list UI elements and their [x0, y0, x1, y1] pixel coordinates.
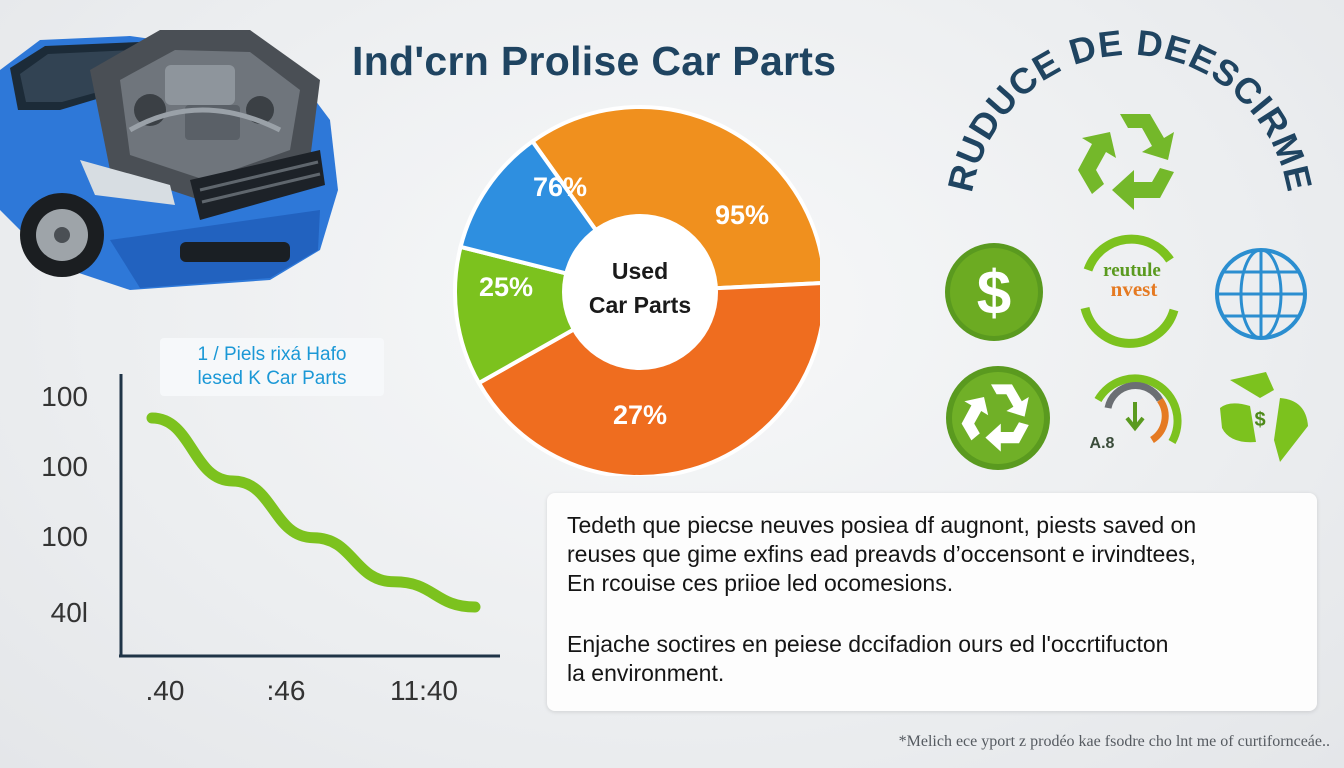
slice-label-25: 25% — [479, 272, 533, 302]
donut-center-label-1: Used — [612, 258, 668, 284]
leaf-dollar-icon: $ — [1220, 372, 1308, 462]
badge-line-1: 1 / Piels rixá Hafo — [197, 344, 347, 365]
invest-line-1: reutule — [1103, 260, 1161, 281]
donut-chart: Used Car Parts 76% 95% 27% 25% — [453, 105, 820, 476]
x-tick-label: :46 — [267, 675, 306, 706]
invest-badge-icon: reutule nvest — [1080, 234, 1179, 348]
recycle-arrows-icon — [1078, 114, 1174, 210]
y-tick-label: 40l — [51, 597, 88, 628]
x-tick-label: 11:40 — [390, 675, 458, 706]
leaf-dollar-sign: $ — [1254, 409, 1265, 431]
slice-label-27: 27% — [613, 400, 667, 430]
donut-center-label-2: Car Parts — [589, 292, 691, 318]
line-chart: 100 100 100 40l .40 :46 11:40 — [41, 374, 500, 706]
icon-grid: $ reutule nvest A.8 $ — [945, 234, 1308, 470]
y-tick-label: 100 — [41, 521, 88, 552]
donut-slice-1 — [476, 281, 820, 476]
car-illustration — [0, 30, 338, 290]
x-tick-label: .40 — [146, 675, 185, 706]
invest-line-2: nvest — [1111, 277, 1158, 301]
gauge-label: A.8 — [1090, 435, 1115, 452]
panel-line: Enjache soctires en peiese dccifadion ou… — [567, 631, 1169, 657]
panel-line: la environment. — [567, 660, 725, 686]
slice-label-95: 95% — [715, 200, 769, 230]
text-panel: Tedeth que piecse neuves posiea df augno… — [547, 493, 1317, 711]
panel-line: reuses que gime exfins ead preavds d’occ… — [567, 541, 1197, 567]
page-title: Ind'crn Prolise Car Parts — [352, 38, 837, 84]
panel-para-1: Tedeth que piecse neuves posiea df augno… — [567, 511, 1297, 598]
line-chart-badge: 1 / Piels rixá Hafo lesed K Car Parts — [160, 338, 384, 396]
y-tick-label: 100 — [41, 451, 88, 482]
panel-line: Tedeth que piecse neuves posiea df augno… — [567, 512, 1197, 538]
dollar-coin-icon: $ — [945, 243, 1043, 341]
arc-title-text: RUDUCE DE DEESCIRME — [939, 22, 1320, 196]
gauge-icon: A.8 — [1090, 374, 1182, 452]
badge-line-2: lesed K Car Parts — [197, 368, 347, 389]
series-line — [146, 412, 481, 613]
recycle-coin-icon — [946, 366, 1050, 470]
dollar-sign: $ — [977, 259, 1011, 328]
donut-slice-0 — [529, 105, 820, 295]
footnote: *Melich ece yport z prodéo kae fsodre ch… — [898, 733, 1330, 750]
panel-line: En rcouise ces priioe led ocomesions. — [567, 570, 954, 596]
y-tick-label: 100 — [41, 381, 88, 412]
donut-hole — [562, 214, 718, 370]
slice-label-76: 76% — [533, 172, 587, 202]
arc-title-graphic: RUDUCE DE DEESCIRME — [939, 22, 1320, 210]
panel-para-2: Enjache soctires en peiese dccifadion ou… — [567, 630, 1297, 688]
globe-icon — [1215, 248, 1307, 340]
